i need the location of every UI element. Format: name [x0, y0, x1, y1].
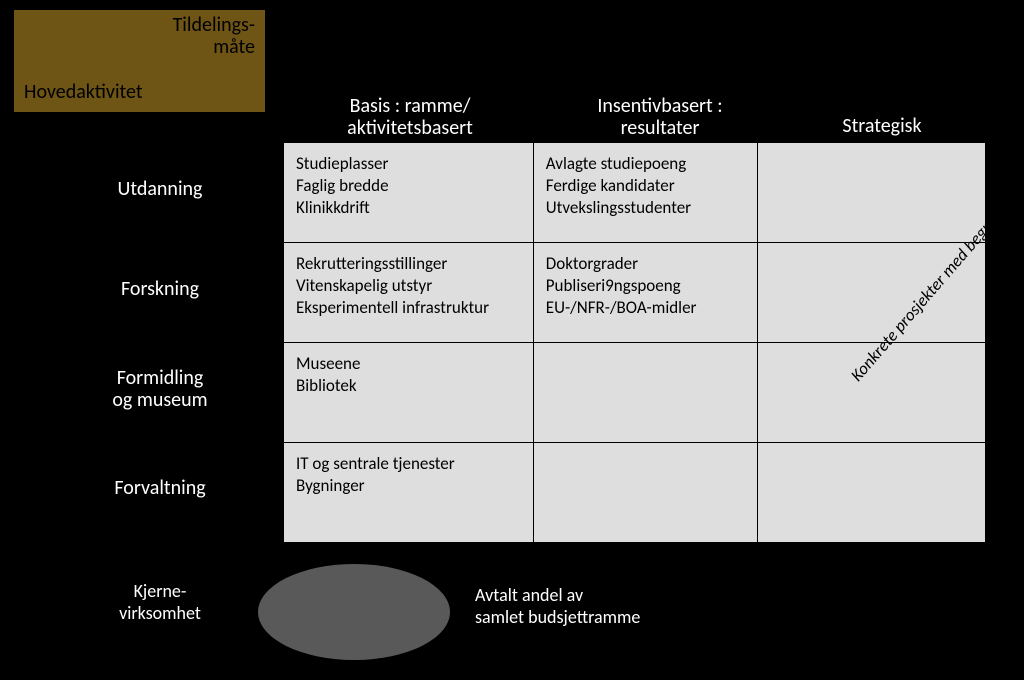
matrix-cell-r1-c1: DoktorgraderPubliseri9ngspoengEU-/NFR-/B… — [533, 243, 757, 343]
matrix-cell-r2-c1 — [533, 343, 757, 443]
matrix-cell-r3-c0: IT og sentrale tjenesterBygninger — [284, 443, 534, 543]
matrix-cell-r3-c2 — [757, 443, 985, 543]
corner-top-line2: måte — [213, 35, 255, 59]
table-row: StudieplasserFaglig breddeKlinikkdriftAv… — [284, 143, 986, 243]
footer-left-line2: virksomhet — [119, 602, 201, 624]
row-header-1: Forskning — [90, 278, 230, 300]
column-header-0: Basis : ramme/aktivitetsbasert — [320, 95, 500, 139]
footer-right-text: Avtalt andel av samlet budsjettramme — [475, 584, 640, 628]
row-header-0: Utdanning — [90, 178, 230, 200]
row-header-3: Forvaltning — [90, 477, 230, 499]
corner-top-text: Tildelings- måte — [173, 14, 255, 58]
matrix-cell-r0-c1: Avlagte studiepoengFerdige kandidaterUtv… — [533, 143, 757, 243]
table-row: RekrutteringsstillingerVitenskapelig uts… — [284, 243, 986, 343]
footer-left-line1: Kjerne- — [134, 580, 187, 602]
footer-right-line1: Avtalt andel av — [475, 584, 583, 606]
matrix-cell-r2-c0: MuseeneBibliotek — [284, 343, 534, 443]
corner-label-box: Tildelings- måte Hovedaktivitet — [14, 10, 265, 112]
row-header-2: Formidlingog museum — [90, 367, 230, 411]
matrix-cell-r0-c0: StudieplasserFaglig breddeKlinikkdrift — [284, 143, 534, 243]
column-header-1: Insentivbasert :resultater — [570, 95, 750, 139]
corner-bottom-text: Hovedaktivitet — [24, 80, 143, 104]
table-row: IT og sentrale tjenesterBygninger — [284, 443, 986, 543]
matrix-cell-r3-c1 — [533, 443, 757, 543]
footer-right-line2: samlet budsjettramme — [475, 606, 640, 628]
corner-top-line1: Tildelings- — [173, 13, 255, 37]
matrix-cell-r1-c0: RekrutteringsstillingerVitenskapelig uts… — [284, 243, 534, 343]
footer-left-text: Kjerne- virksomhet — [100, 580, 220, 624]
matrix-cell-r0-c2 — [757, 143, 985, 243]
column-header-2: Strategisk — [822, 115, 942, 137]
footer-ellipse — [258, 564, 450, 660]
